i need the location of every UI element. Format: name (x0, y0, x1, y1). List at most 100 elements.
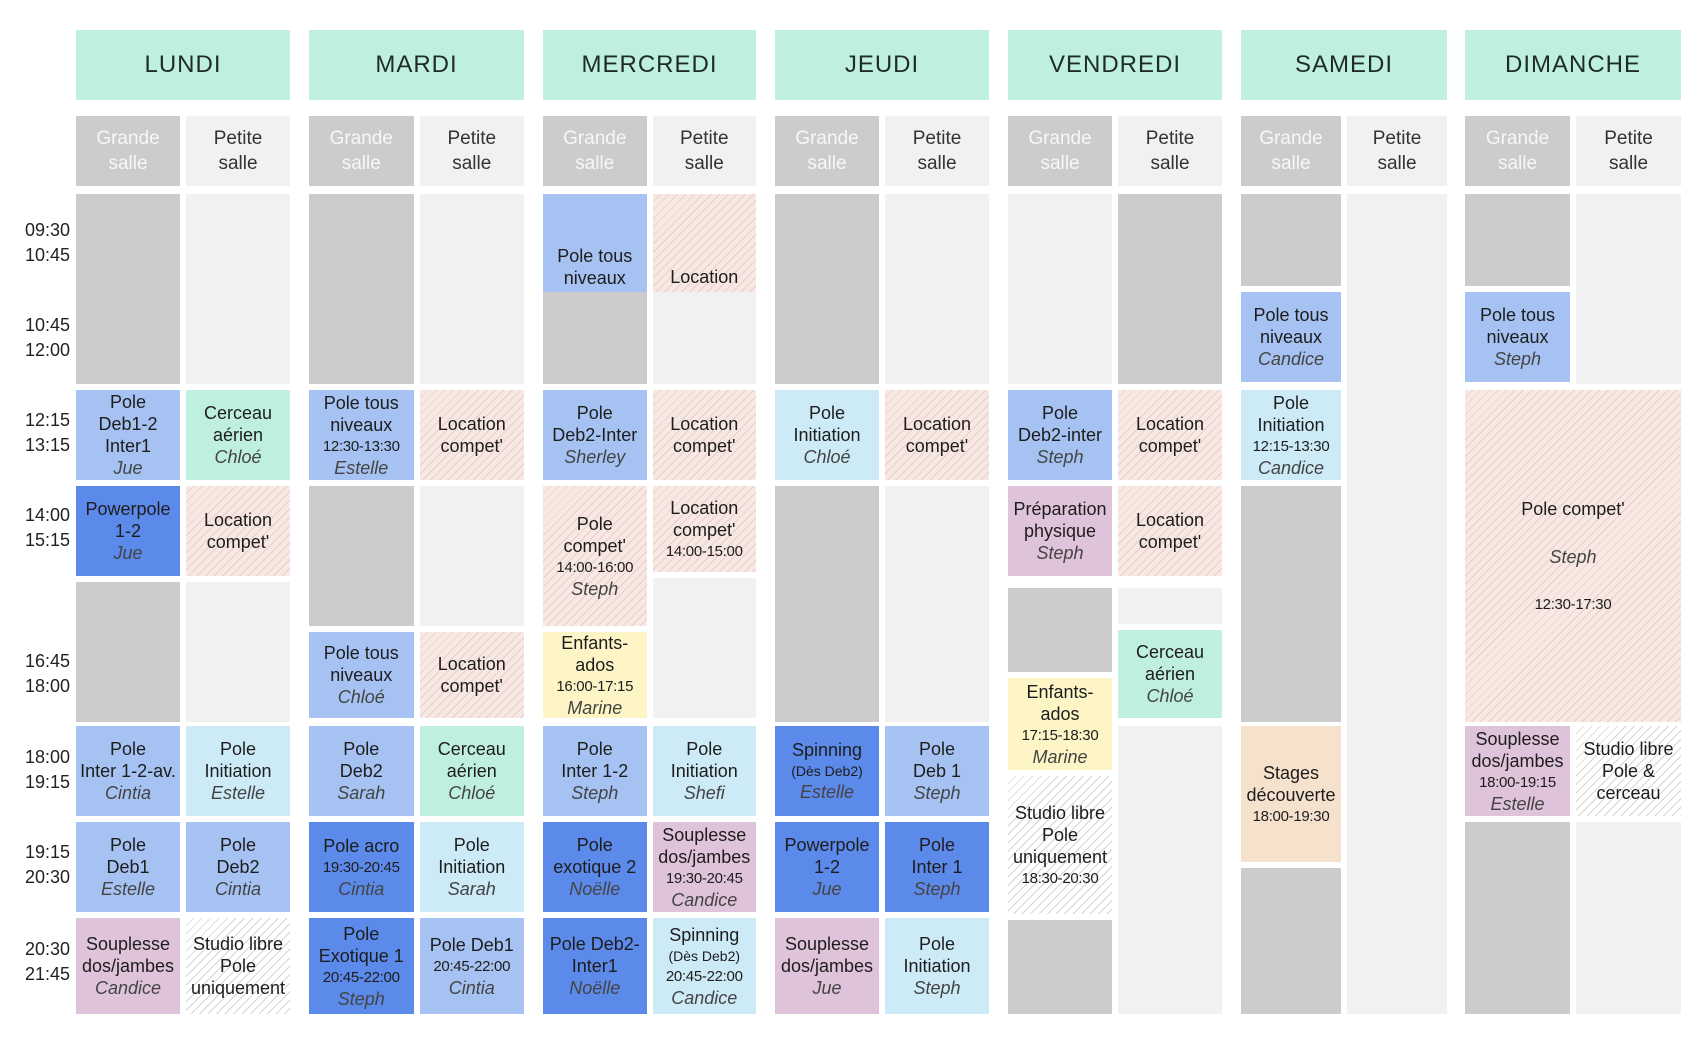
class-name: Cerceau (437, 739, 506, 759)
day-header-samedi: SAMEDI (1241, 30, 1447, 100)
unused-slot (76, 582, 180, 722)
room-header-petite-salle: Petite salle (419, 116, 524, 186)
class-cell-dimanche-petite[interactable]: Studio libre Pole & cerceau (1576, 726, 1681, 816)
empty-slot (885, 486, 989, 722)
class-name: Studio libre (1014, 802, 1106, 823)
class-cell-jeudi-grande[interactable]: Souplesse dos/jambes Jue (775, 918, 879, 1014)
class-name: Pole Deb2- (549, 934, 640, 954)
class-cell-samedi-grande[interactable]: Pole tous niveaux Candice (1241, 292, 1341, 382)
class-cell-lundi-petite[interactable]: Cerceau aérien Chloé (186, 390, 290, 480)
class-cell-jeudi-petite[interactable]: Location compet' (885, 390, 989, 480)
class-cell-mercredi-grande[interactable]: Pole exotique 2 Noëlle (543, 822, 647, 912)
class-cell-mercredi-grande[interactable]: Pole Inter 1-2 Steph (543, 726, 647, 816)
class-cell-mercredi-petite[interactable]: Pole Initiation Shefi (652, 726, 756, 816)
class-cell-jeudi-petite[interactable]: Pole Initiation Steph (885, 918, 989, 1014)
class-name: compet' (440, 676, 503, 696)
class-cell-lundi-grande[interactable]: Souplesse dos/jambes Candice (76, 918, 180, 1014)
class-cell-mardi-grande[interactable]: Pole Exotique 1 20:45-22:00 Steph (309, 918, 414, 1014)
class-cell-dimanche-grande[interactable]: Pole tous niveaux Steph (1465, 292, 1570, 382)
class-name: 1-2 (114, 521, 141, 541)
class-time: 20:45-22:00 (433, 957, 511, 975)
class-cell-lundi-petite[interactable]: Location compet' (186, 486, 290, 576)
class-cell-jeudi-petite[interactable]: Pole Deb 1 Steph (885, 726, 989, 816)
instructor-name: Sarah (447, 879, 496, 899)
class-name: Powerpole (784, 835, 870, 855)
day-header-dimanche: DIMANCHE (1465, 30, 1681, 100)
class-cell-jeudi-grande[interactable]: Powerpole 1-2 Jue (775, 822, 879, 912)
class-cell-mardi-petite[interactable]: Location compet' (419, 390, 524, 480)
class-cell-vendredi-petite[interactable]: Cerceau aérien Chloé (1118, 630, 1222, 718)
instructor-name: Chloé (448, 783, 496, 803)
class-cell-lundi-grande[interactable]: Powerpole 1-2 Jue (76, 486, 180, 576)
slot-start-time: 12:15 (24, 410, 70, 430)
class-cell-vendredi-petite[interactable]: Location compet' (1118, 390, 1222, 480)
room-header-grande-salle: Grande salle (1008, 116, 1112, 186)
class-cell-mercredi-grande[interactable]: Pole Deb2- Inter1 Noëlle (543, 918, 647, 1014)
instructor-name: Jue (812, 879, 842, 899)
class-cell-samedi-grande[interactable]: Pole Initiation 12:15-13:30 Candice (1241, 390, 1341, 480)
class-name: Deb2-inter (1017, 425, 1103, 445)
slot-end-time: 15:15 (24, 530, 70, 550)
instructor-name: Cintia (104, 783, 152, 803)
class-cell-mercredi-petite[interactable]: Location compet' 14:00-15:00 (652, 486, 756, 572)
class-name: cerceau (1596, 783, 1661, 803)
instructor-name: Jue (113, 543, 143, 563)
class-name: niveaux (563, 267, 626, 288)
room-header-grande-salle: Grande salle (309, 116, 414, 186)
class-cell-lundi-petite[interactable]: Studio libre Pole uniquement (186, 918, 290, 1014)
class-cell-mardi-grande[interactable]: Pole Deb2 Sarah (309, 726, 414, 816)
class-name: Location (670, 267, 739, 287)
class-name: ados (1040, 703, 1080, 724)
slot-end-time: 10:45 (24, 245, 70, 265)
class-time: 14:00-16:00 (556, 558, 634, 576)
class-cell-lundi-grande[interactable]: Pole Deb1 Estelle (76, 822, 180, 912)
class-cell-lundi-grande[interactable]: Pole Deb1-2 Inter1 Jue (76, 390, 180, 480)
class-cell-mercredi-grande[interactable]: Enfants-ados 16:00-17:15 Marine (543, 632, 647, 718)
class-cell-vendredi-grande[interactable]: Pole Deb2-inter Steph (1008, 390, 1112, 480)
class-name: Inter 1 (911, 857, 963, 877)
class-cell-jeudi-grande[interactable]: Pole Initiation Chloé (775, 390, 879, 480)
class-cell-lundi-petite[interactable]: Pole Initiation Estelle (186, 726, 290, 816)
unused-slot (775, 194, 879, 384)
class-cell-mardi-petite[interactable]: Pole Initiation Sarah (419, 822, 524, 912)
class-name: dos/jambes (81, 956, 175, 976)
class-cell-mardi-petite[interactable]: Location compet' (419, 632, 524, 718)
empty-slot (652, 292, 756, 384)
time-slot-label: 19:15 20:30 (0, 840, 70, 890)
class-cell-lundi-grande[interactable]: Pole Inter 1-2-av. Cintia (76, 726, 180, 816)
class-cell-jeudi-grande[interactable]: Spinning (Dès Deb2) Estelle (775, 726, 879, 816)
class-cell-vendredi-grande[interactable]: Studio libre Pole uniquement 18:30-20:30 (1008, 776, 1112, 914)
instructor-name: Cintia (338, 878, 385, 899)
class-cell-mercredi-petite[interactable]: Souplesse dos/jambes 19:30-20:45 Candice (652, 822, 756, 912)
class-cell-dimanche-grande[interactable]: Souplesse dos/jambes 18:00-19:15 Estelle (1465, 726, 1570, 816)
class-name: Pole Deb1 (429, 934, 514, 955)
class-name: Pole (808, 403, 846, 423)
class-cell-mardi-grande[interactable]: Pole acro 19:30-20:45 Cintia (309, 822, 414, 912)
class-cell-mercredi-grande[interactable]: Pole compet' 14:00-16:00 Steph (543, 486, 647, 626)
class-cell-mardi-grande[interactable]: Pole tous niveaux 12:30-13:30 Estelle (309, 390, 414, 480)
class-cell-samedi-grande[interactable]: Stages découverte 18:00-19:30 (1241, 726, 1341, 862)
class-name: Pole (918, 934, 956, 954)
class-name: Enfants- (561, 632, 629, 653)
class-cell-mardi-petite[interactable]: Pole Deb1 20:45-22:00 Cintia (419, 918, 524, 1014)
class-cell-mercredi-grande[interactable]: Pole Deb2-Inter Sherley (543, 390, 647, 480)
class-name: Pole (453, 835, 490, 855)
class-cell-jeudi-petite[interactable]: Pole Inter 1 Steph (885, 822, 989, 912)
class-cell-lundi-petite[interactable]: Pole Deb2 Cintia (186, 822, 290, 912)
class-name: Souplesse (662, 824, 747, 845)
class-name: Pole acro (323, 835, 400, 856)
class-name: Stages (1262, 762, 1320, 783)
class-name: compet' (1138, 436, 1202, 456)
class-cell-mercredi-petite[interactable]: Spinning (Dès Deb2) 20:45-22:00 Candice (652, 918, 756, 1014)
instructor-name: Estelle (1490, 793, 1545, 814)
class-cell-vendredi-grande[interactable]: Préparation physique Steph (1008, 486, 1112, 576)
class-cell-mardi-grande[interactable]: Pole tous niveaux Chloé (309, 632, 414, 718)
class-cell-vendredi-petite[interactable]: Location compet' (1118, 486, 1222, 576)
class-cell-mardi-petite[interactable]: Cerceau aérien Chloé (419, 726, 524, 816)
unused-slot (775, 486, 879, 722)
class-cell-dimanche-full[interactable]: Pole compet' Steph 12:30-17:30 (1465, 390, 1681, 722)
instructor-name: Steph (1036, 447, 1084, 467)
day-header-mercredi: MERCREDI (543, 30, 756, 100)
class-cell-vendredi-grande[interactable]: Enfants-ados 17:15-18:30 Marine (1008, 678, 1112, 770)
